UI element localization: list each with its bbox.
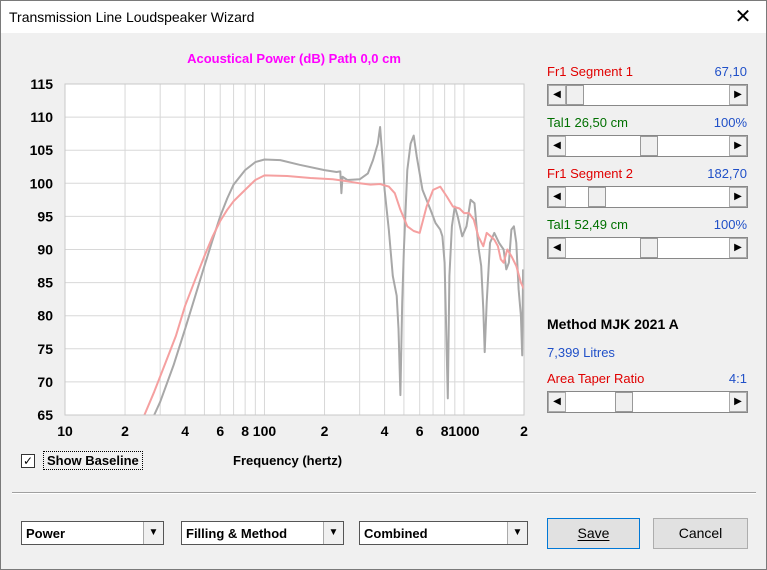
x-tick-label: 4 <box>181 423 189 439</box>
area-taper-slider[interactable]: ◀ ▶ <box>547 391 748 413</box>
slider-left-arrow-icon[interactable]: ◀ <box>548 85 566 105</box>
y-tick-label: 75 <box>37 341 53 357</box>
cancel-button-label: Cancel <box>678 525 723 541</box>
slider-thumb[interactable] <box>639 136 658 156</box>
x-tick-label: 6 <box>416 423 424 439</box>
x-tick-label: 100 <box>253 423 277 439</box>
series-line-gray <box>153 126 524 415</box>
chevron-down-icon[interactable]: ▼ <box>143 522 163 544</box>
segment1-slider[interactable]: ◀ ▶ <box>547 84 748 106</box>
plot-border <box>64 83 525 416</box>
x-tick-label: 2 <box>321 423 329 439</box>
y-tick-label: 65 <box>37 407 53 423</box>
area-taper-value: 4:1 <box>728 371 747 386</box>
y-tick-label: 85 <box>37 275 53 291</box>
slider-right-arrow-icon[interactable]: ▶ <box>729 85 747 105</box>
volume-label: 7,399 Litres <box>547 345 615 360</box>
segment2-value: 182,70 <box>707 166 747 181</box>
x-tick-label: 6 <box>216 423 224 439</box>
segment1-label: Fr1 Segment 1 <box>547 64 633 79</box>
slider-thumb[interactable] <box>639 238 658 258</box>
filling-dropdown-value: Filling & Method <box>186 526 288 541</box>
slider-right-arrow-icon[interactable]: ▶ <box>729 136 747 156</box>
view-dropdown[interactable]: Power ▼ <box>21 521 164 545</box>
slider-left-arrow-icon[interactable]: ◀ <box>548 392 566 412</box>
view-dropdown-value: Power <box>26 526 66 541</box>
tal1-second-label: Tal1 52,49 cm <box>547 217 628 232</box>
x-tick-label: 8 <box>441 423 449 439</box>
close-icon[interactable]: ✕ <box>734 6 752 28</box>
slider-thumb[interactable] <box>614 392 633 412</box>
combined-dropdown-value: Combined <box>364 526 428 541</box>
x-tick-label: 2 <box>121 423 129 439</box>
combined-dropdown[interactable]: Combined ▼ <box>359 521 528 545</box>
show-baseline-label[interactable]: Show Baseline <box>43 451 143 470</box>
y-tick-label: 70 <box>37 374 53 390</box>
x-tick-label: 8 <box>241 423 249 439</box>
save-button-label: Save <box>577 525 610 541</box>
series-line-pink <box>143 174 524 415</box>
tal1-first-label: Tal1 26,50 cm <box>547 115 628 130</box>
method-label: Method MJK 2021 A <box>547 316 679 332</box>
area-taper-label: Area Taper Ratio <box>547 371 645 386</box>
segment1-value: 67,10 <box>714 64 747 79</box>
segment2-label: Fr1 Segment 2 <box>547 166 633 181</box>
slider-thumb[interactable] <box>588 187 607 207</box>
tal1-second-slider[interactable]: ◀ ▶ <box>547 237 748 259</box>
x-tick-label: 1000 <box>448 423 479 439</box>
slider-right-arrow-icon[interactable]: ▶ <box>729 187 747 207</box>
y-tick-label: 115 <box>30 76 53 92</box>
segment2-slider[interactable]: ◀ ▶ <box>547 186 748 208</box>
slider-left-arrow-icon[interactable]: ◀ <box>548 136 566 156</box>
y-tick-label: 90 <box>37 242 53 258</box>
y-tick-label: 110 <box>30 109 53 125</box>
cancel-button[interactable]: Cancel <box>653 518 748 549</box>
slider-right-arrow-icon[interactable]: ▶ <box>729 238 747 258</box>
window-title: Transmission Line Loudspeaker Wizard <box>9 9 255 25</box>
y-tick-label: 95 <box>37 208 53 224</box>
chevron-down-icon[interactable]: ▼ <box>323 522 343 544</box>
separator <box>12 492 756 494</box>
y-tick-label: 105 <box>30 142 54 158</box>
x-axis-label: Frequency (hertz) <box>233 453 343 468</box>
show-baseline-checkbox[interactable]: ✓ <box>21 454 35 468</box>
tal1-first-slider[interactable]: ◀ ▶ <box>547 135 748 157</box>
slider-left-arrow-icon[interactable]: ◀ <box>548 187 566 207</box>
slider-thumb[interactable] <box>566 85 584 105</box>
filling-dropdown[interactable]: Filling & Method ▼ <box>181 521 344 545</box>
save-button[interactable]: Save <box>547 518 640 549</box>
x-tick-label: 4 <box>381 423 389 439</box>
power-chart: 65 70 75 80 85 90 95 100 105 110 115 10 2 4 6 8 100 2 4 6 8 1… <box>1 41 536 441</box>
x-tick-label: 2 <box>520 423 528 439</box>
tal1-first-value: 100% <box>713 115 747 130</box>
title-bar: Transmission Line Loudspeaker Wizard ✕ <box>1 1 766 33</box>
slider-left-arrow-icon[interactable]: ◀ <box>548 238 566 258</box>
chart-title: Acoustical Power (dB) Path 0,0 cm <box>187 51 401 66</box>
slider-right-arrow-icon[interactable]: ▶ <box>729 392 747 412</box>
tal1-second-value: 100% <box>713 217 747 232</box>
chevron-down-icon[interactable]: ▼ <box>507 522 527 544</box>
y-tick-label: 100 <box>30 175 54 191</box>
x-tick-label: 10 <box>57 423 73 439</box>
y-tick-label: 80 <box>37 308 53 324</box>
